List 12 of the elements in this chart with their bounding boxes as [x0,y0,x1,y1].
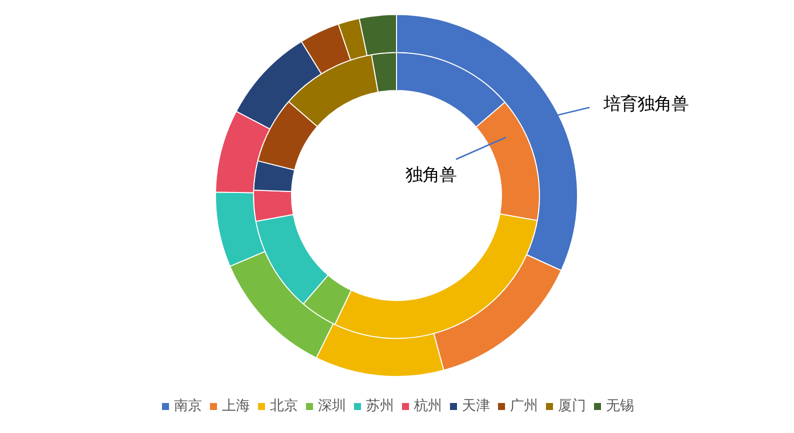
slice-label: 独角兽 [405,164,456,184]
legend-label: 厦门 [558,397,586,415]
legend-label: 苏州 [366,397,394,415]
legend-label: 培育独角兽 [602,93,689,114]
legend-label: 广州 [510,397,538,415]
legend-label: 杭州 [414,397,442,415]
legend-label: 南京 [174,397,202,415]
legend-label: 天津 [462,397,490,415]
legend-label: 上海 [222,397,250,415]
legend-label: 无锡 [606,397,634,415]
legend-label: 北京 [270,397,298,415]
legend-label: 深圳 [318,397,346,415]
